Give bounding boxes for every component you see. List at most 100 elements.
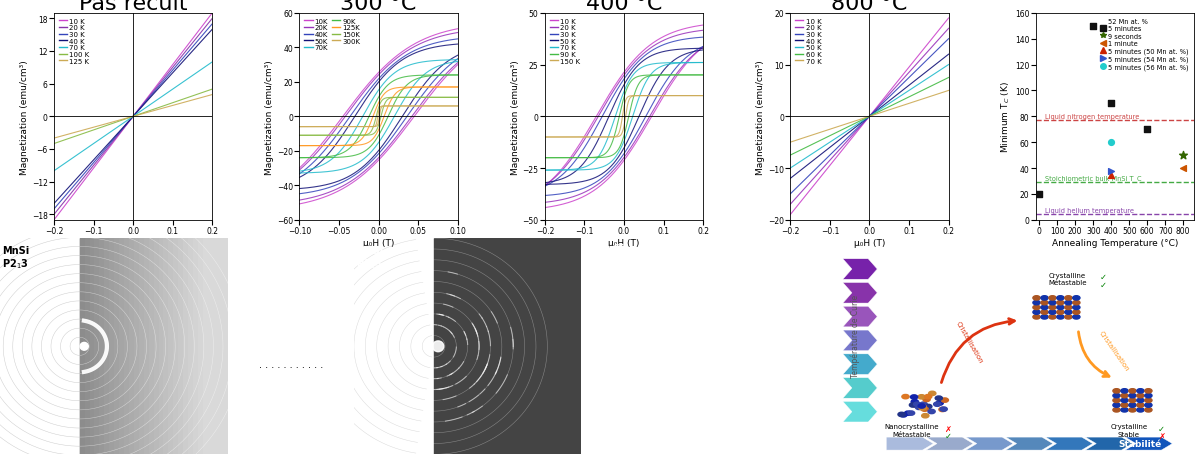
300K [401,104,415,109]
150 K [557,135,571,140]
300K [311,125,325,130]
Text: Métastable: Métastable [1048,279,1086,285]
Y-axis label: Magnetization (emu/cm³): Magnetization (emu/cm³) [511,60,520,174]
Circle shape [1064,306,1072,310]
70 K [557,168,571,173]
Bar [90,239,95,454]
150 K [696,94,710,99]
Point [1102,168,1121,175]
Circle shape [918,404,925,408]
20 K [652,41,666,46]
Circle shape [916,405,923,410]
70 K [802,134,816,140]
Circle shape [1073,315,1080,319]
300K [408,104,422,109]
Bar [79,239,228,454]
50 K [883,101,898,106]
60 K [898,97,912,103]
70 K [161,90,175,95]
Line: 70 K: 70 K [54,63,212,171]
Circle shape [700,377,704,381]
Circle shape [925,404,932,409]
Text: Température de Curie: Température de Curie [851,294,860,377]
10 K [846,134,860,140]
40K [450,37,464,43]
Circle shape [1121,408,1128,412]
125K [407,85,421,90]
60 K [846,123,860,128]
Circle shape [914,403,922,408]
150K [450,95,464,101]
Text: MnSi
P2$_1$3: MnSi P2$_1$3 [598,243,625,269]
70 K [653,61,667,67]
Circle shape [1129,393,1136,398]
90K [293,156,307,161]
Circle shape [1121,393,1128,398]
Point [1102,139,1121,146]
125 K [146,109,161,114]
Line: 40 K: 40 K [791,55,948,179]
10 K [802,189,816,194]
60 K [883,104,898,110]
Circle shape [1040,310,1048,314]
70 K [846,120,860,125]
Circle shape [715,335,726,346]
Polygon shape [887,437,934,450]
Line: 90 K: 90 K [545,76,703,158]
Circle shape [1112,408,1120,412]
Circle shape [1145,389,1152,393]
50 K [600,118,614,123]
Point [1102,101,1121,108]
125 K [66,131,80,136]
Y-axis label: Magnetization (emu/cm³): Magnetization (emu/cm³) [756,60,766,174]
60 K [941,76,955,81]
Line: 30 K: 30 K [54,25,212,209]
150 K [676,94,690,99]
Circle shape [1112,403,1120,408]
50 K [898,91,912,97]
Circle shape [922,414,929,418]
40K [407,49,421,54]
Circle shape [685,296,692,302]
30 K [784,192,798,197]
Circle shape [938,408,946,412]
30 K [538,184,552,190]
30 K [162,73,176,78]
Bar [134,239,139,454]
20 K [898,74,912,80]
50 K [835,132,850,138]
Bar [139,239,144,454]
70K [311,165,325,170]
Bar [173,239,179,454]
100 K [161,102,175,108]
Circle shape [1073,310,1080,314]
20 K [898,75,912,81]
30 K [802,173,816,179]
Circle shape [1073,306,1080,310]
Circle shape [1121,398,1128,403]
Circle shape [1033,310,1040,314]
90 K [653,73,667,78]
X-axis label: Annealing Temperature (°C): Annealing Temperature (°C) [1051,238,1178,247]
20 K [835,145,850,151]
Circle shape [80,343,89,350]
150 K [589,135,604,140]
70 K [600,137,614,142]
20K [392,55,407,60]
10 K [784,213,798,218]
70K [293,169,307,174]
20 K [47,212,61,218]
10 K [898,71,912,76]
Text: Stabilité: Stabilité [1118,439,1162,448]
10 K [653,37,667,42]
Point [1174,165,1193,172]
Line: 40 K: 40 K [54,30,212,204]
150K [407,95,421,101]
30 K [652,45,666,50]
Text: Nanocrystalline: Nanocrystalline [884,424,938,430]
Circle shape [1073,301,1080,305]
90 K [557,156,571,161]
150 K [637,94,652,99]
30 K [161,73,175,79]
Circle shape [1057,310,1064,314]
